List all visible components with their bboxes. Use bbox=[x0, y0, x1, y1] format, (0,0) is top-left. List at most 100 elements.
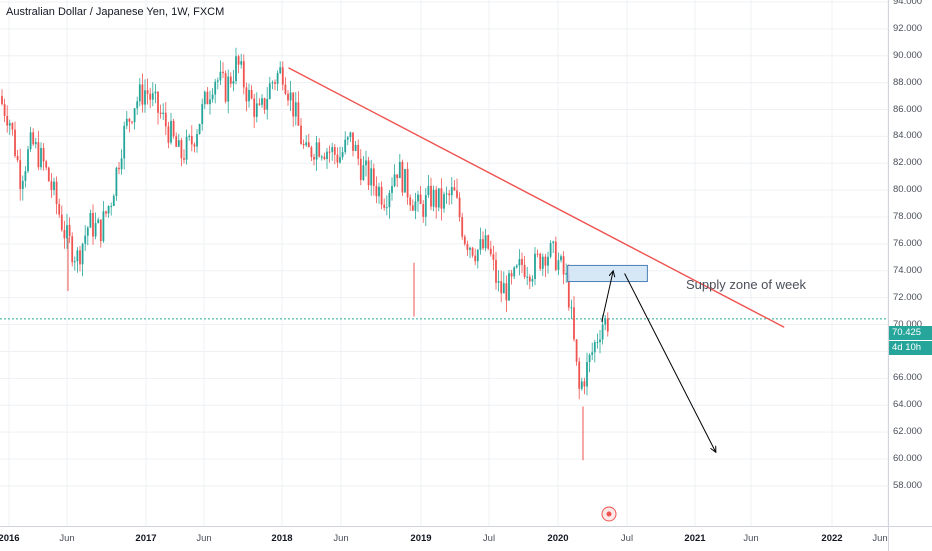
candle-body bbox=[125, 118, 128, 126]
time-tick-label: 2021 bbox=[684, 533, 706, 544]
candle-body bbox=[297, 102, 300, 126]
candle-body bbox=[458, 197, 461, 218]
candle-body bbox=[73, 261, 76, 263]
price-tick-label: 92.000 bbox=[893, 22, 923, 34]
candle-body bbox=[567, 273, 570, 308]
candle-body bbox=[250, 89, 253, 99]
candle-body bbox=[463, 236, 466, 245]
time-tick-label: 2022 bbox=[821, 533, 843, 544]
candle-body bbox=[352, 132, 354, 151]
candle-body bbox=[365, 160, 367, 166]
candle-body bbox=[385, 207, 388, 209]
candle-body bbox=[570, 307, 573, 309]
candle-body bbox=[146, 90, 149, 94]
price-tick-label: 78.000 bbox=[893, 211, 923, 223]
candle-body bbox=[383, 204, 386, 208]
candle-body bbox=[180, 140, 183, 159]
candle-body bbox=[398, 161, 401, 179]
candle-body bbox=[305, 142, 308, 146]
candle-body bbox=[391, 186, 393, 193]
candle-body bbox=[190, 135, 193, 145]
candle-body bbox=[92, 212, 94, 237]
candle-body bbox=[242, 61, 245, 88]
candle-body bbox=[128, 118, 131, 122]
candle-body bbox=[198, 123, 201, 134]
candle-body bbox=[427, 185, 430, 196]
candle-body bbox=[450, 187, 453, 196]
candle-body bbox=[586, 362, 588, 387]
price-tick-label: 72.000 bbox=[893, 291, 923, 303]
candle-body bbox=[94, 223, 97, 237]
candle-body bbox=[495, 259, 497, 283]
price-tick-label: 70.000 bbox=[893, 318, 923, 330]
candle-body bbox=[469, 247, 471, 250]
candle-body bbox=[258, 103, 261, 105]
candle-body bbox=[497, 281, 500, 283]
price-tick-label: 60.000 bbox=[893, 452, 923, 464]
time-tick-label: Jun bbox=[743, 533, 759, 544]
candle-body bbox=[89, 212, 92, 228]
candle-body bbox=[515, 265, 518, 268]
candle-body bbox=[487, 235, 490, 249]
candle-body bbox=[474, 255, 477, 262]
candle-body bbox=[411, 205, 414, 211]
candle-body bbox=[6, 116, 9, 126]
candle-body bbox=[401, 161, 404, 193]
time-tick-label: Jul bbox=[482, 533, 496, 544]
candle-body bbox=[276, 73, 279, 84]
candle-body bbox=[336, 154, 339, 163]
candle-body bbox=[235, 56, 237, 82]
bar-countdown-badge: 4d 10h bbox=[889, 341, 932, 355]
price-axis[interactable]: 94.000 92.000 90.000 88.000 86.000 84.000 82.0… bbox=[888, 0, 932, 526]
candle-body bbox=[526, 276, 529, 278]
candle-body bbox=[471, 247, 474, 256]
candle-body bbox=[45, 161, 48, 168]
candle-body bbox=[445, 193, 448, 195]
candle-body bbox=[175, 136, 178, 147]
candle-body bbox=[591, 352, 594, 355]
candle-body bbox=[216, 80, 219, 82]
candle-body bbox=[224, 73, 227, 102]
candle-body bbox=[560, 256, 562, 261]
candle-body bbox=[263, 98, 266, 110]
candle-body bbox=[1, 96, 3, 105]
candle-body bbox=[367, 160, 370, 186]
candle-body bbox=[541, 256, 544, 269]
price-tick-label: 76.000 bbox=[893, 237, 923, 249]
candle-body bbox=[8, 123, 11, 126]
candle-body bbox=[99, 219, 102, 242]
candle-body bbox=[211, 94, 214, 100]
time-tick-label: 2019 bbox=[410, 533, 432, 544]
candle-body bbox=[318, 142, 321, 157]
candle-body bbox=[521, 259, 523, 265]
time-axis[interactable]: 2016 Jun 2017 Jun 2018 Jun 2019 Jul 2020 Jul 2021 J… bbox=[0, 526, 888, 551]
candle-body bbox=[380, 186, 383, 205]
candle-body bbox=[203, 91, 206, 105]
candle-body bbox=[396, 174, 399, 179]
candle-body bbox=[453, 187, 456, 191]
candle-body bbox=[508, 273, 510, 301]
candle-body bbox=[510, 273, 513, 277]
time-tick-label: Jun bbox=[333, 533, 349, 544]
candle-body bbox=[489, 248, 492, 255]
candle-body bbox=[310, 147, 313, 158]
projection-arrows bbox=[601, 271, 716, 452]
candle-body bbox=[11, 123, 14, 130]
candle-body bbox=[354, 144, 357, 151]
candle-body bbox=[328, 151, 331, 153]
time-tick-label: 2020 bbox=[547, 533, 569, 544]
candle-body bbox=[271, 82, 274, 84]
price-tick-label: 94.000 bbox=[893, 0, 923, 7]
candle-body bbox=[32, 132, 35, 145]
candle-body bbox=[549, 243, 552, 257]
candle-body bbox=[79, 250, 81, 265]
candle-body bbox=[240, 61, 243, 65]
chart-canvas[interactable] bbox=[0, 0, 888, 526]
candle-body bbox=[518, 259, 521, 266]
candle-body bbox=[437, 188, 440, 208]
candle-body bbox=[440, 188, 443, 209]
candle-body bbox=[53, 181, 55, 191]
candle-body bbox=[123, 125, 126, 159]
price-tick-label: 58.000 bbox=[893, 479, 923, 491]
